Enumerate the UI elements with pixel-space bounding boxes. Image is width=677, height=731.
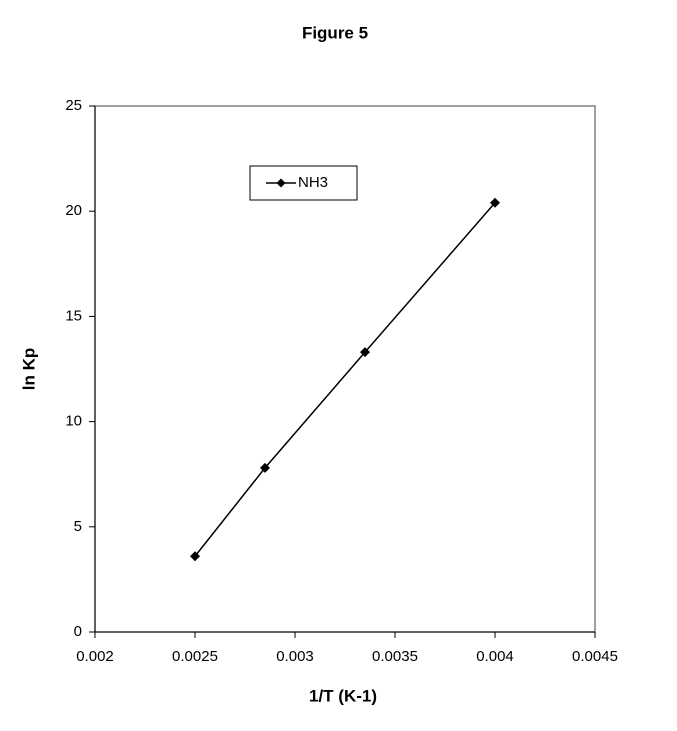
y-axis-label: ln Kp bbox=[19, 348, 38, 391]
x-tick-label: 0.002 bbox=[76, 648, 114, 665]
y-tick-label: 5 bbox=[74, 518, 82, 535]
x-tick-label: 0.004 bbox=[476, 648, 514, 665]
chart-title: Figure 5 bbox=[302, 23, 368, 42]
series-line bbox=[194, 202, 496, 557]
legend-marker bbox=[276, 178, 286, 188]
y-tick-label: 10 bbox=[65, 413, 82, 430]
y-tick-label: 25 bbox=[65, 97, 82, 114]
x-tick-label: 0.0025 bbox=[172, 648, 218, 665]
legend-label: NH3 bbox=[298, 174, 328, 191]
x-tick-label: 0.0035 bbox=[372, 648, 418, 665]
x-axis-label: 1/T (K-1) bbox=[309, 686, 377, 705]
y-tick-label: 20 bbox=[65, 202, 82, 219]
y-tick-label: 15 bbox=[65, 307, 82, 324]
data-point bbox=[190, 551, 200, 562]
y-tick-label: 0 bbox=[74, 623, 82, 640]
data-point bbox=[490, 197, 500, 208]
data-point bbox=[260, 462, 270, 473]
x-tick-label: 0.003 bbox=[276, 648, 314, 665]
x-tick-label: 0.0045 bbox=[572, 648, 618, 665]
data-point bbox=[360, 347, 370, 358]
